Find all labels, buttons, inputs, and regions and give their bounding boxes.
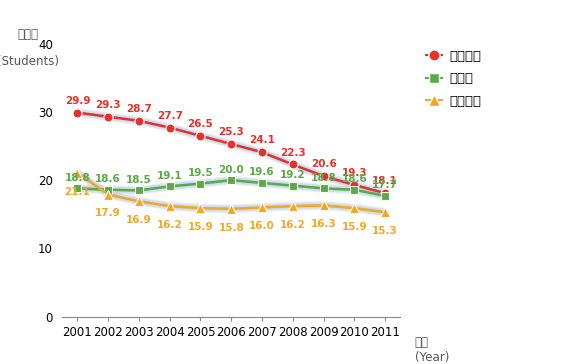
Text: 18.8: 18.8 <box>311 173 336 183</box>
Text: 18.1: 18.1 <box>372 176 398 186</box>
Text: 16.9: 16.9 <box>126 215 152 225</box>
Text: (Students): (Students) <box>0 55 59 68</box>
Text: 18.6: 18.6 <box>341 174 367 184</box>
Text: 19.6: 19.6 <box>249 167 275 177</box>
Text: 24.1: 24.1 <box>249 135 275 145</box>
Text: 17.9: 17.9 <box>95 209 121 218</box>
Text: 16.0: 16.0 <box>249 221 275 232</box>
Text: 15.8: 15.8 <box>218 223 244 233</box>
Text: (Year): (Year) <box>415 351 449 364</box>
Text: 16.2: 16.2 <box>157 220 183 230</box>
Text: 28.7: 28.7 <box>126 104 152 114</box>
Text: 22.3: 22.3 <box>280 147 306 158</box>
Legend: 초등학교, 중학교, 고등학교: 초등학교, 중학교, 고등학교 <box>421 45 487 113</box>
Text: 16.2: 16.2 <box>280 220 306 230</box>
Text: 25.3: 25.3 <box>218 127 244 137</box>
Text: 15.3: 15.3 <box>372 226 398 236</box>
Text: 16.3: 16.3 <box>311 219 336 229</box>
Text: 18.8: 18.8 <box>64 173 90 183</box>
Text: 19.3: 19.3 <box>341 168 367 178</box>
Text: 18.6: 18.6 <box>95 174 121 184</box>
Text: 15.9: 15.9 <box>341 222 367 232</box>
Text: 29.9: 29.9 <box>65 96 90 106</box>
Text: 21.1: 21.1 <box>64 187 90 197</box>
Text: 18.5: 18.5 <box>126 175 152 185</box>
Text: 학생수: 학생수 <box>17 28 39 41</box>
Text: 27.7: 27.7 <box>157 111 183 121</box>
Text: 20.6: 20.6 <box>311 159 336 169</box>
Text: 19.1: 19.1 <box>157 171 183 181</box>
Text: 29.3: 29.3 <box>95 100 121 110</box>
Text: 연도: 연도 <box>415 336 429 349</box>
Text: 20.0: 20.0 <box>218 165 244 175</box>
Text: 17.7: 17.7 <box>372 180 398 190</box>
Text: 26.5: 26.5 <box>188 119 213 129</box>
Text: 15.9: 15.9 <box>188 222 213 232</box>
Text: 19.5: 19.5 <box>188 168 213 178</box>
Text: 19.2: 19.2 <box>280 170 306 180</box>
